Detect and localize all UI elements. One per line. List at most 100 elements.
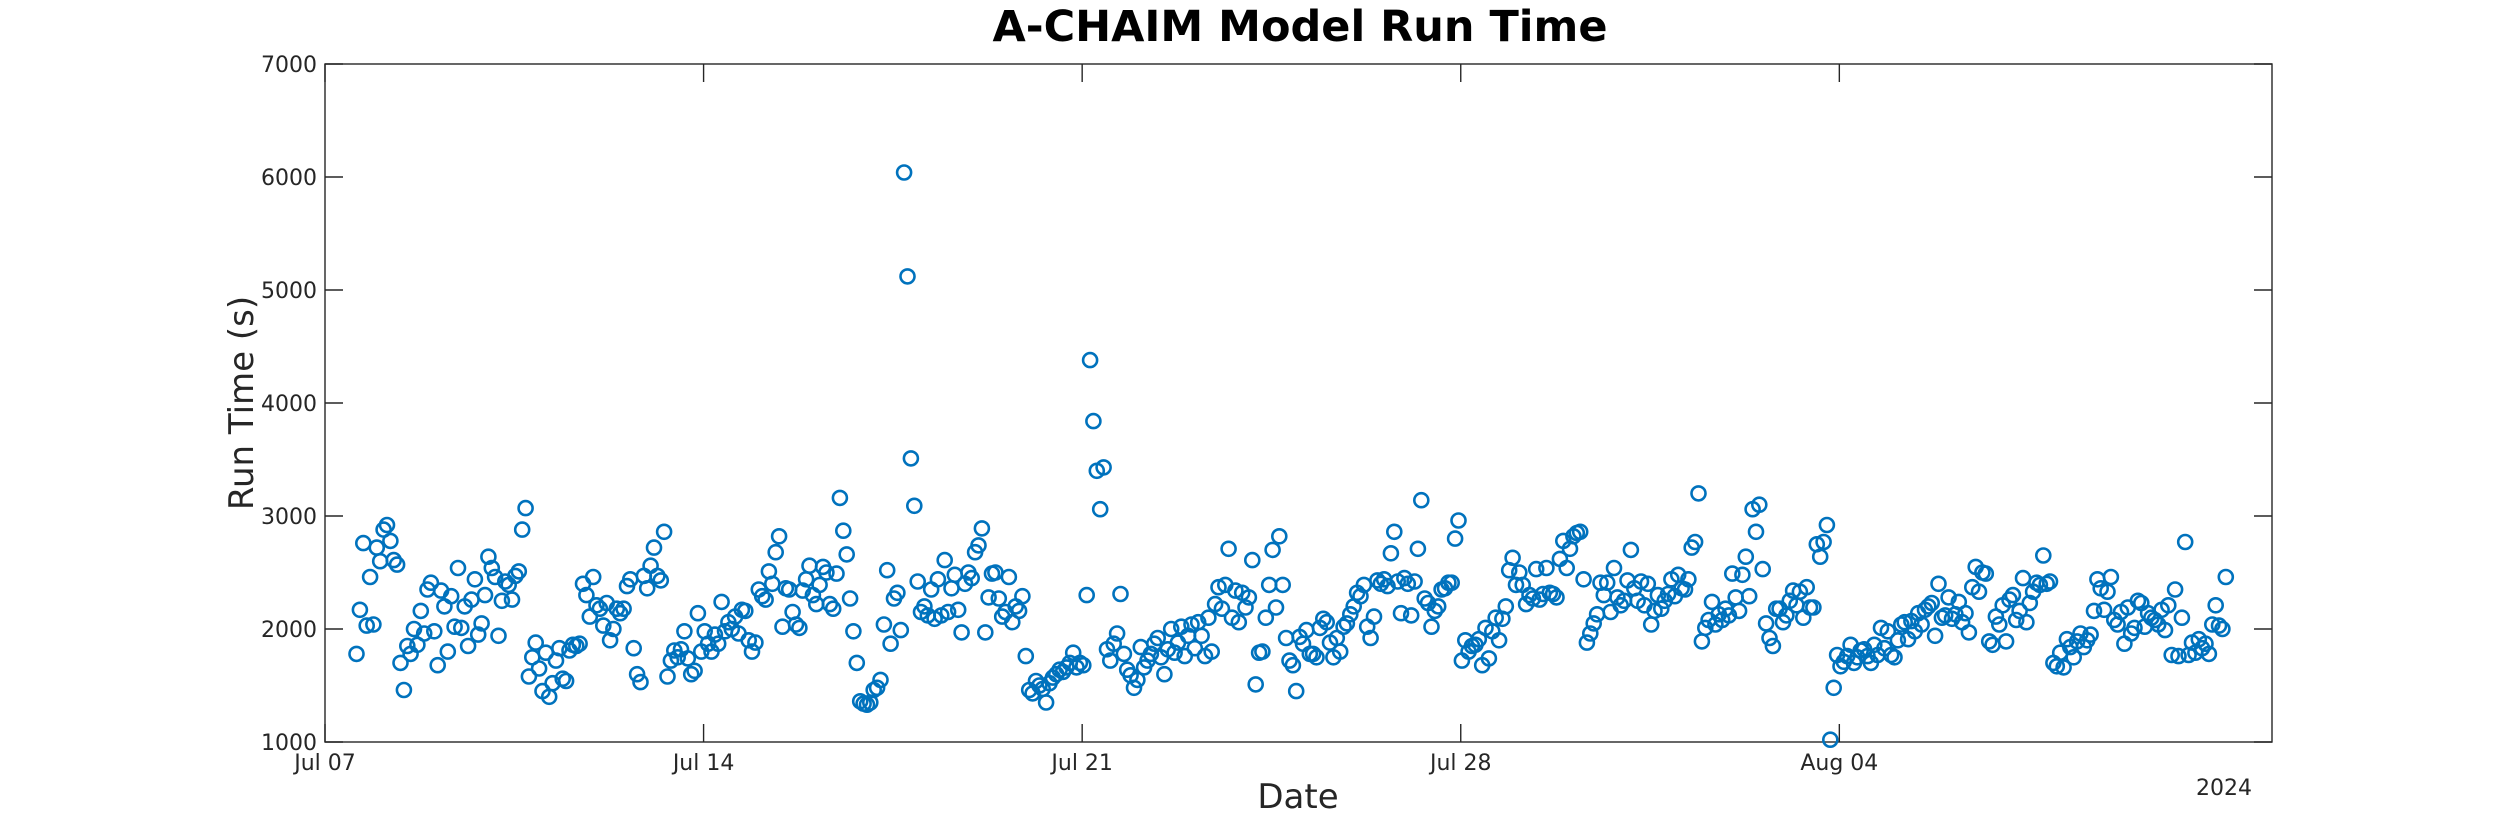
data-point — [902, 450, 920, 467]
data-point — [1429, 598, 1447, 615]
data-point — [679, 650, 697, 667]
data-point — [503, 591, 521, 608]
data-point — [1108, 625, 1126, 642]
data-point — [1193, 627, 1210, 645]
data-point — [868, 679, 886, 697]
data-point — [1000, 568, 1018, 586]
data-point — [1754, 560, 1771, 578]
data-point — [2082, 626, 2099, 643]
data-point — [1115, 645, 1133, 663]
y-axis: 1000 2000 3000 4000 5000 6000 7000 — [261, 53, 2272, 756]
data-point — [1653, 600, 1670, 618]
data-point — [1524, 590, 1542, 607]
data-point — [632, 673, 649, 691]
data-point — [1017, 647, 1035, 665]
data-point — [425, 622, 443, 640]
data-point — [2085, 602, 2103, 620]
data-point — [517, 499, 534, 517]
data-point — [1409, 540, 1427, 558]
data-point — [1997, 633, 2015, 650]
data-point — [1010, 602, 1028, 620]
data-point — [1423, 618, 1440, 636]
data-point — [1176, 647, 1193, 665]
data-point — [1480, 650, 1498, 667]
data-point — [1362, 629, 1379, 647]
data-point — [361, 568, 379, 586]
data-point — [1490, 631, 1508, 649]
data-point — [1240, 589, 1258, 606]
data-point — [1112, 585, 1129, 603]
data-point — [2173, 609, 2191, 627]
data-point — [1764, 637, 1782, 655]
data-point — [510, 563, 528, 580]
data-point — [1642, 616, 1660, 633]
data-point — [1095, 459, 1112, 476]
data-point — [2176, 533, 2194, 551]
y-tick-label: 5000 — [261, 279, 317, 304]
data-point — [1220, 540, 1237, 558]
data-point — [936, 551, 954, 569]
data-point — [578, 586, 595, 604]
data-point — [588, 596, 605, 614]
data-point — [1497, 598, 1515, 615]
data-point — [1598, 574, 1616, 592]
data-point — [875, 616, 893, 633]
y-axis-label: Run Time (s) — [222, 296, 262, 510]
data-point — [483, 559, 501, 577]
data-point — [1227, 582, 1244, 599]
data-point — [909, 573, 927, 590]
data-point — [1720, 607, 1738, 624]
data-point — [1413, 491, 1430, 509]
data-point — [368, 539, 386, 556]
chart-title: A-CHAIM Model Run Time — [992, 2, 1607, 52]
data-point — [811, 576, 828, 594]
data-point — [422, 574, 440, 592]
data-point — [1727, 589, 1744, 606]
y-tick-label: 1000 — [261, 731, 317, 756]
data-point — [706, 626, 724, 643]
data-point — [757, 591, 774, 608]
data-point — [1991, 616, 2008, 633]
data-point — [845, 622, 862, 640]
data-point — [1926, 627, 1944, 645]
data-point — [557, 672, 575, 690]
data-point — [652, 572, 670, 589]
data-point — [2058, 630, 2076, 648]
data-point — [1697, 619, 1714, 637]
data-point — [459, 637, 477, 655]
data-point — [2018, 613, 2035, 631]
data-point — [878, 561, 896, 579]
data-point — [1267, 599, 1285, 616]
data-point — [1156, 665, 1173, 683]
data-point — [743, 643, 761, 660]
data-point — [774, 618, 791, 636]
data-point — [625, 639, 643, 657]
data-point — [1866, 636, 1883, 654]
data-point — [601, 631, 619, 649]
data-point — [689, 604, 707, 622]
data-point — [1970, 583, 1988, 601]
data-point — [1318, 613, 1335, 631]
data-point — [682, 665, 700, 683]
data-point — [469, 626, 487, 643]
data-point — [1132, 638, 1150, 656]
data-point — [1271, 527, 1288, 545]
data-point — [669, 648, 687, 666]
data-point — [1923, 594, 1940, 612]
data-point — [943, 579, 960, 597]
data-point — [1014, 587, 1031, 605]
data-point — [1548, 589, 1565, 606]
data-point — [1247, 676, 1264, 693]
data-point — [818, 564, 835, 581]
data-point — [1075, 656, 1092, 674]
data-point — [638, 579, 656, 597]
data-point — [2166, 581, 2184, 598]
data-point — [1578, 634, 1596, 651]
data-point — [1582, 625, 1599, 642]
data-point — [1693, 633, 1711, 650]
data-point — [655, 523, 673, 541]
data-point — [1200, 609, 1217, 627]
data-point — [1260, 576, 1278, 594]
data-point — [1379, 577, 1396, 595]
data-point — [1166, 644, 1183, 662]
